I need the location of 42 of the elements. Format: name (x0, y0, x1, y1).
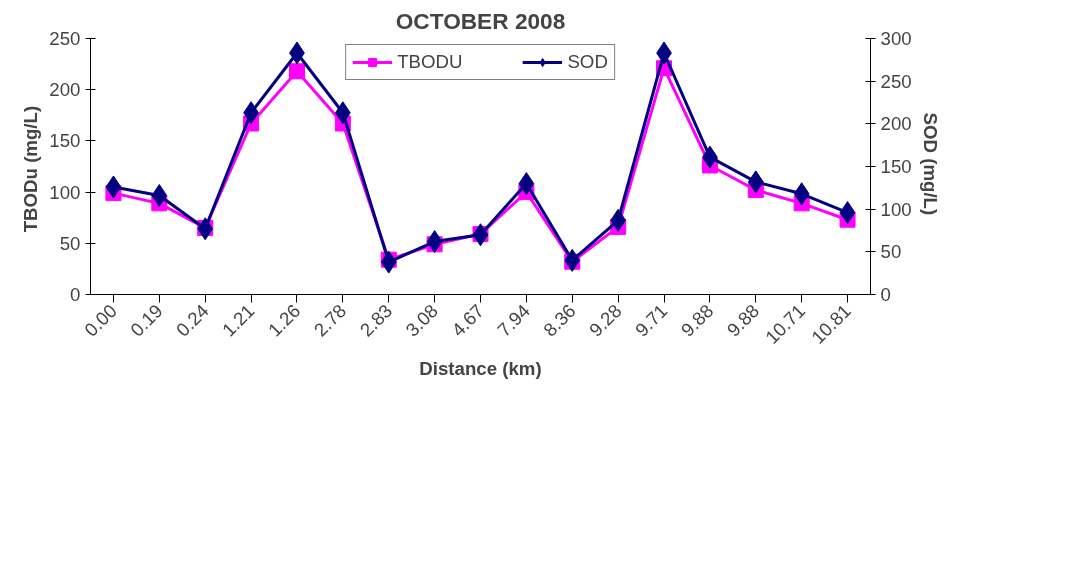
y-tick-label: 250 (49, 28, 81, 49)
point (839, 201, 856, 225)
y2-tick-label: 0 (880, 284, 891, 305)
x-tick-label: 9.28 (585, 300, 626, 341)
x-axis-title: Distance (km) (419, 357, 542, 379)
legend-label: SOD (567, 51, 608, 73)
x-tick-label: 1.21 (217, 300, 259, 341)
chart-title: OCTOBER 2008 (395, 7, 566, 34)
point (151, 184, 168, 208)
x-tick-label: 0.19 (126, 300, 167, 341)
point (518, 172, 535, 196)
point (564, 248, 581, 272)
y-tick-label: 100 (49, 181, 81, 203)
x-tick-label: 9.71 (630, 300, 672, 341)
point (105, 175, 122, 199)
y-tick-label: 50 (59, 232, 81, 254)
x-tick-label: 3.08 (401, 300, 443, 341)
x-tick-label: 7.94 (493, 300, 534, 341)
point (288, 63, 305, 80)
y2-tick-label: 50 (880, 241, 902, 263)
y2-tick-label: 100 (880, 198, 912, 220)
point (472, 223, 489, 247)
point (747, 170, 764, 194)
y2-tick-label: 250 (880, 70, 912, 92)
y-axis-title: TBODu (mg/L) (20, 105, 42, 233)
x-tick-label: 9.88 (676, 300, 718, 341)
y2-tick-label: 300 (880, 28, 912, 49)
x-tick-label: 0.00 (80, 300, 121, 341)
x-tick-label: 8.36 (539, 300, 580, 341)
legend-label: TBODU (397, 51, 463, 73)
x-tick-label: 9.88 (722, 300, 764, 341)
y2-axis-title: SOD (mg/L) (919, 112, 941, 216)
point (380, 250, 397, 274)
y-tick-label: 200 (49, 79, 81, 101)
point (426, 230, 443, 254)
y-tick-label: 0 (70, 284, 81, 305)
x-tick-label: 0.24 (172, 300, 213, 341)
point (793, 182, 810, 206)
y2-tick-label: 150 (880, 156, 912, 177)
y2-tick-label: 200 (880, 113, 912, 135)
y-tick-label: 150 (49, 130, 81, 152)
point (197, 217, 214, 241)
